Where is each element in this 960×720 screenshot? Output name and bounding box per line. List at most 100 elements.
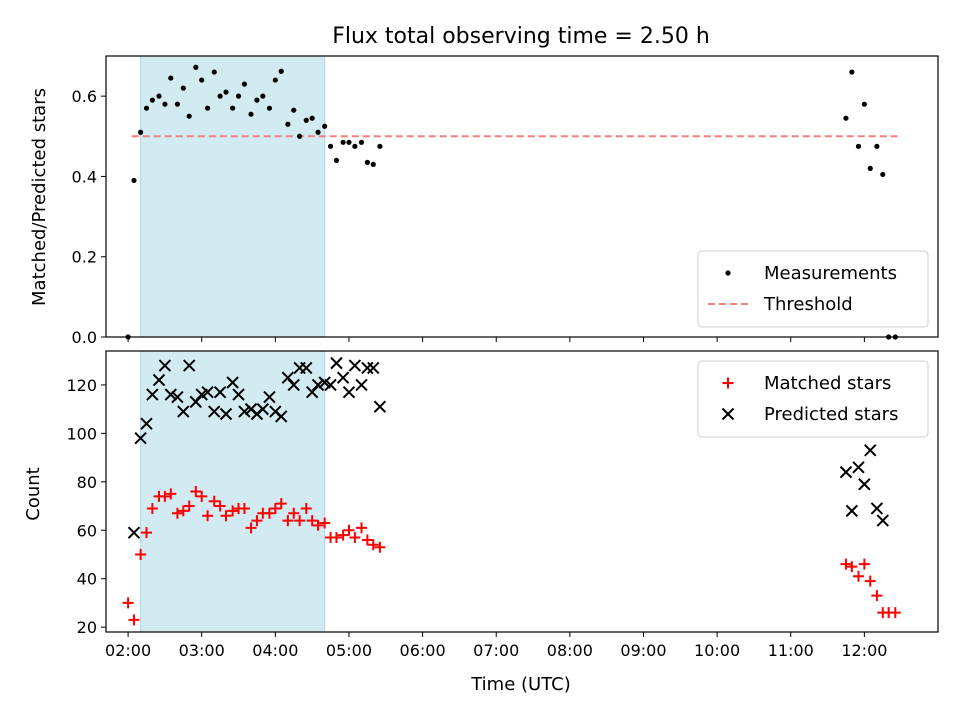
top-data-point — [272, 77, 278, 83]
bottom-data-point — [312, 519, 324, 531]
top-data-point — [370, 161, 376, 167]
bottom-data-point — [367, 361, 380, 375]
top-data-point — [180, 85, 186, 91]
bottom-y-tick-label: 80 — [77, 473, 97, 492]
legend-label: Matched stars — [764, 373, 891, 394]
top-data-point — [861, 101, 867, 107]
bottom-data-point — [864, 444, 877, 457]
top-data-point — [131, 177, 137, 184]
bottom-data-point — [845, 504, 859, 518]
chart-title: Flux total observing time = 2.50 h — [332, 24, 710, 49]
top-data-point — [309, 115, 315, 121]
bottom-data-point — [311, 378, 325, 392]
bottom-data-point — [227, 505, 239, 517]
bottom-data-point — [294, 515, 306, 527]
bottom-data-point — [134, 431, 147, 445]
x-axis-label: Time (UTC) — [470, 674, 571, 695]
top-y-tick-label: 0.2 — [72, 248, 97, 267]
x-tick-label: 09:00 — [620, 641, 666, 660]
bottom-panel: 20 40 60 80 100 120 02:00 03:00 04:00 05:00 06:00 0… — [66, 350, 939, 660]
legend-marker — [722, 377, 734, 389]
bottom-data-point — [214, 500, 226, 512]
x-tick-label: 02:00 — [105, 641, 151, 660]
bottom-data-point — [330, 356, 343, 370]
bottom-data-point — [330, 532, 342, 544]
bottom-data-point — [300, 361, 313, 375]
top-axes-frame — [105, 55, 939, 338]
top-y-tick-label: 0.4 — [72, 167, 97, 186]
top-data-point — [867, 165, 873, 171]
bottom-data-point — [361, 534, 373, 546]
top-data-point — [230, 105, 236, 111]
top-y-tick-label: 0.0 — [72, 328, 97, 347]
bottom-data-point — [839, 465, 853, 479]
top-data-point — [193, 64, 199, 70]
bottom-data-point — [367, 539, 379, 551]
bottom-data-point — [171, 507, 183, 519]
bottom-data-point — [183, 500, 195, 512]
top-data-point — [297, 133, 303, 139]
bottom-data-point — [164, 388, 178, 401]
top-data-point — [352, 143, 358, 149]
bottom-data-point — [319, 517, 331, 529]
bottom-data-point — [245, 522, 257, 534]
legend-label: Threshold — [763, 294, 853, 315]
bottom-data-point — [159, 490, 171, 502]
top-data-point — [162, 101, 168, 107]
top-data-point — [186, 113, 192, 119]
x-tick-label: 10:00 — [694, 641, 740, 660]
bottom-data-point — [140, 527, 152, 539]
bottom-data-point — [146, 388, 159, 401]
top-data-point — [880, 171, 886, 178]
bottom-data-point — [324, 378, 337, 392]
top-data-point — [340, 139, 346, 145]
x-tick-label: 03:00 — [179, 641, 225, 660]
bottom-data-point — [226, 376, 239, 389]
bottom-data-point — [146, 502, 158, 514]
bottom-data-point — [152, 373, 166, 387]
top-data-point — [260, 93, 266, 99]
bottom-data-point — [287, 378, 300, 392]
top-data-point — [377, 143, 383, 149]
bottom-y-axis-label: Count — [23, 467, 44, 520]
bottom-data-point — [232, 388, 245, 401]
bottom-data-point — [355, 378, 368, 392]
bottom-data-point — [846, 561, 858, 573]
bottom-data-point — [306, 515, 318, 527]
bottom-data-point — [355, 522, 367, 534]
top-data-point — [364, 159, 370, 165]
bottom-data-point — [213, 385, 227, 399]
bottom-data-point — [852, 570, 864, 582]
bottom-data-point — [336, 371, 350, 384]
top-data-point — [291, 107, 297, 113]
bottom-data-point — [122, 597, 134, 609]
top-data-point — [285, 121, 291, 127]
legend-label: Measurements — [764, 263, 897, 284]
top-data-point — [241, 81, 248, 87]
bottom-data-point — [871, 590, 883, 602]
bottom-y-tick-label: 100 — [66, 424, 97, 443]
legend-label: Predicted stars — [764, 404, 898, 425]
top-y-axis-label: Matched/Predicted stars — [29, 88, 50, 306]
bottom-data-point — [288, 507, 300, 519]
top-data-point — [874, 143, 880, 149]
bottom-data-point — [165, 488, 177, 500]
top-data-point — [327, 143, 334, 149]
bottom-data-point — [300, 502, 312, 514]
bottom-data-point — [177, 405, 190, 418]
top-data-point — [138, 129, 144, 135]
bottom-data-point — [220, 510, 232, 522]
bottom-data-point — [342, 385, 356, 399]
top-data-point — [266, 105, 273, 111]
x-tick-label: 07:00 — [473, 641, 519, 660]
bottom-data-point — [238, 502, 250, 514]
bottom-data-point — [135, 548, 147, 560]
bottom-data-point — [275, 410, 288, 423]
bottom-y-tick-label: 40 — [77, 570, 97, 589]
bottom-data-point — [373, 400, 387, 413]
bottom-data-point — [208, 405, 221, 418]
bottom-data-point — [140, 417, 153, 430]
top-data-point — [143, 105, 150, 111]
top-data-point — [168, 75, 174, 81]
